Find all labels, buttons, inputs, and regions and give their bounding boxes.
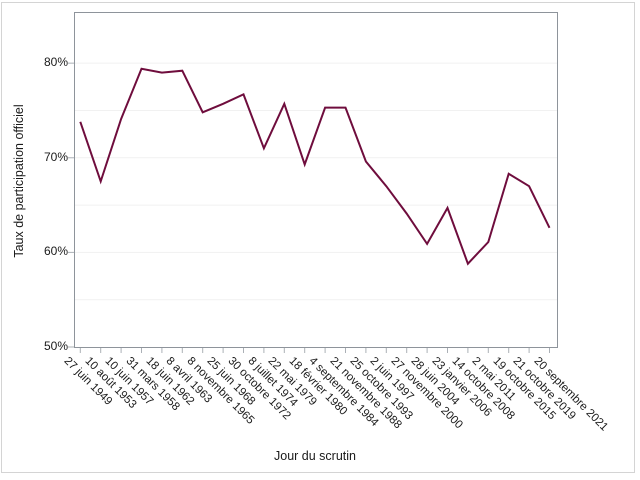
plot-area (68, 12, 558, 353)
x-axis-title: Jour du scrutin (274, 449, 356, 463)
y-tick-label: 80% (43, 55, 68, 70)
plot-svg (68, 62, 557, 353)
y-tick-label: 60% (43, 244, 68, 259)
y-tick-label: 50% (43, 339, 68, 353)
turnout-series-line (79, 67, 551, 266)
chart-frame (1, 2, 635, 473)
y-tick-label: 70% (43, 149, 68, 164)
y-axis-title: Taux de participation officiel (12, 104, 26, 258)
